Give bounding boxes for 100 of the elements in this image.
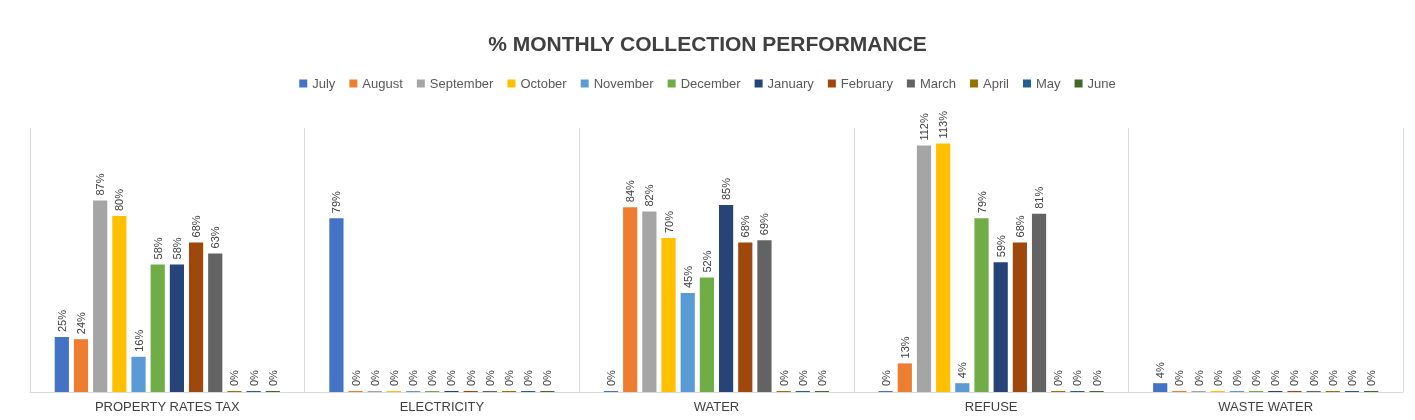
data-label: 0% (777, 369, 790, 386)
data-label: 0% (503, 369, 516, 386)
data-label: 0% (368, 369, 381, 386)
data-label: 68% (1013, 215, 1026, 238)
data-label: 58% (151, 237, 164, 260)
bar (955, 383, 970, 392)
data-label: 0% (1052, 369, 1065, 386)
bar (993, 262, 1008, 392)
data-label: 0% (1211, 369, 1224, 386)
data-label: 82% (643, 184, 656, 207)
data-label: 0% (1173, 369, 1186, 386)
data-label: 0% (464, 369, 477, 386)
data-label: 0% (522, 369, 535, 386)
data-label: 0% (796, 369, 809, 386)
data-label: 0% (426, 369, 439, 386)
data-label: 85% (720, 177, 733, 200)
bar (329, 218, 344, 392)
legend-label: September (429, 76, 495, 91)
data-label: 0% (815, 369, 828, 386)
data-label: 0% (1192, 369, 1205, 386)
bar (718, 205, 734, 392)
data-label: 0% (445, 369, 458, 386)
data-label: 0% (1250, 369, 1263, 386)
data-label: 13% (898, 336, 911, 359)
legend-label: August (362, 76, 404, 91)
bar (112, 216, 127, 392)
x-tick-label: PROPERTY RATES TAX (94, 399, 240, 414)
bar (757, 240, 772, 392)
data-label: 70% (662, 210, 675, 233)
legend-label: January (767, 76, 815, 91)
data-label: 81% (1033, 186, 1046, 209)
data-label: 0% (266, 369, 279, 386)
legend-label: May (1036, 76, 1062, 91)
x-tick-label: WATER (693, 399, 740, 414)
bar (699, 277, 715, 392)
bar (93, 200, 108, 392)
data-label: 0% (1346, 369, 1358, 386)
data-label: 0% (605, 369, 618, 386)
data-label: 0% (349, 369, 362, 386)
data-label: 0% (1269, 369, 1282, 386)
bar (1153, 383, 1168, 392)
data-label: 45% (681, 265, 694, 288)
bar (1031, 213, 1047, 392)
data-label: 0% (1326, 369, 1339, 386)
data-label: 0% (483, 369, 496, 386)
bar (623, 207, 638, 392)
data-label: 0% (1365, 369, 1378, 386)
data-label: 79% (330, 190, 343, 214)
x-tick-label: WASTE WATER (1218, 399, 1314, 414)
data-label: 112% (917, 113, 930, 141)
x-tick-label: REFUSE (964, 399, 1018, 414)
bar (642, 211, 657, 392)
legend-label: April (982, 76, 1010, 91)
data-label: 84% (624, 179, 637, 203)
bar (680, 293, 695, 392)
bar (661, 238, 676, 392)
legend-label: June (1087, 76, 1116, 91)
legend-label: February (840, 76, 894, 91)
data-label: 80% (113, 188, 126, 211)
data-label: 0% (228, 369, 241, 386)
data-label: 0% (1307, 369, 1320, 386)
bar (738, 242, 753, 392)
data-label: 59% (994, 234, 1007, 258)
legend-label: November (593, 76, 655, 91)
data-label: 0% (407, 369, 420, 386)
legend-label: October (520, 76, 568, 91)
data-label: 0% (879, 369, 892, 386)
data-label: 4% (956, 362, 969, 379)
bar (73, 339, 89, 392)
bar (169, 264, 184, 392)
data-label: 0% (1288, 369, 1301, 386)
data-label: 113% (937, 110, 950, 139)
x-tick-label: ELECTRICITY (399, 399, 485, 414)
legend-label: July (312, 76, 336, 91)
bar (916, 145, 932, 392)
data-label: 69% (758, 212, 771, 236)
data-label: 79% (975, 190, 988, 214)
bar (54, 337, 69, 392)
data-label: 0% (1090, 369, 1103, 386)
data-label: 87% (94, 173, 107, 196)
data-label: 0% (1230, 369, 1243, 386)
data-label: 68% (190, 215, 203, 238)
data-label: 0% (387, 369, 400, 386)
legend-label: December (680, 76, 742, 91)
bar (150, 264, 165, 392)
bar (897, 363, 912, 392)
data-label: 0% (1071, 369, 1084, 386)
bar (188, 242, 204, 392)
data-label: 0% (541, 369, 554, 386)
bar (1012, 242, 1027, 392)
data-label: 24% (75, 311, 87, 335)
data-label: 63% (209, 226, 222, 249)
legend-label: March (919, 76, 956, 91)
bar (936, 143, 951, 392)
data-label: 25% (55, 309, 68, 332)
data-label: 52% (700, 250, 713, 273)
data-label: 68% (739, 215, 752, 238)
data-label: 58% (170, 237, 183, 260)
bar (131, 356, 146, 392)
data-label: 16% (132, 329, 145, 352)
